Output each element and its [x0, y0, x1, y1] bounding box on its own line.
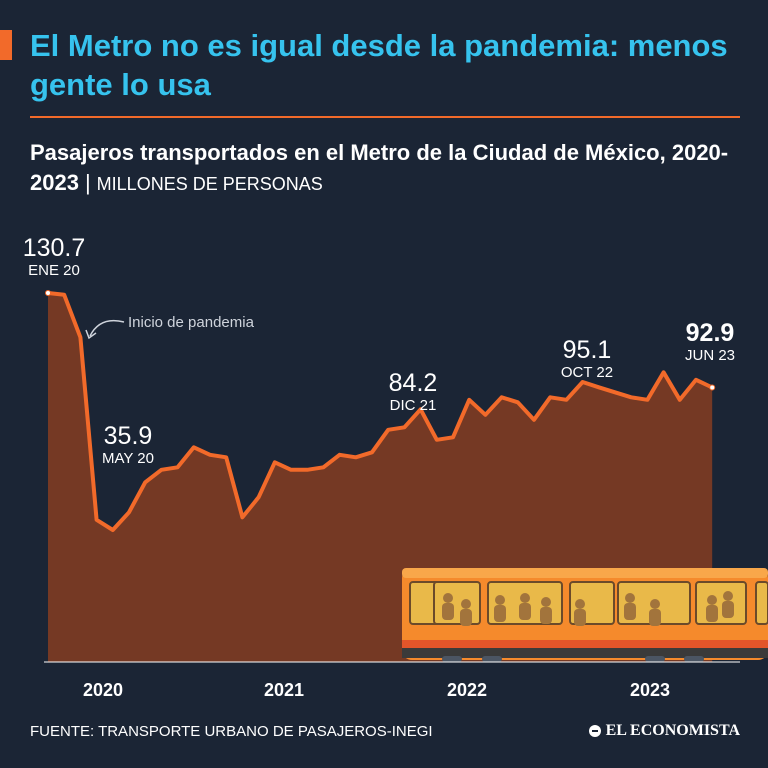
passenger-icon	[650, 599, 660, 609]
annotation-date: ENE 20	[28, 262, 80, 279]
passenger-icon	[625, 593, 635, 603]
x-tick-label: 2023	[630, 680, 670, 700]
annotation-value: 35.9	[104, 422, 153, 450]
train-roof	[402, 568, 768, 578]
passenger-icon	[443, 593, 453, 603]
train-window	[755, 581, 768, 625]
x-tick-label: 2020	[83, 680, 123, 700]
annotation-date: JUN 23	[685, 347, 735, 364]
annotation-date: OCT 22	[561, 364, 613, 381]
passenger-icon	[574, 609, 586, 626]
train-stripe	[402, 640, 768, 648]
annotation-value: 84.2	[389, 369, 438, 397]
logo-icon	[588, 725, 601, 737]
train-wheel	[645, 656, 665, 662]
chart-subtitle: Pasajeros transportados en el Metro de l…	[30, 138, 750, 199]
callout-label: Inicio de pandemia	[128, 314, 255, 331]
subtitle-text: Pasajeros transportados en el Metro de l…	[30, 140, 729, 195]
passenger-icon	[649, 609, 661, 626]
train-window	[695, 581, 747, 625]
passenger-icon	[495, 595, 505, 605]
x-tick-label: 2021	[264, 680, 304, 700]
train-window	[433, 581, 481, 625]
chart-title: El Metro no es igual desde la pandemia: …	[30, 28, 728, 102]
train-underframe	[402, 648, 768, 658]
title-accent-bar	[0, 30, 12, 60]
train-wheel	[684, 656, 704, 662]
passenger-icon	[723, 591, 733, 601]
passenger-icon	[624, 603, 636, 620]
annotation-date: DIC 21	[390, 397, 437, 414]
title-divider	[30, 116, 740, 118]
publisher-logo: EL ECONOMISTA	[588, 722, 740, 740]
endpoint-marker	[709, 384, 716, 391]
x-tick-label: 2022	[447, 680, 487, 700]
passenger-icon	[706, 605, 718, 622]
annotation-value: 130.7	[23, 234, 86, 262]
logo-text: EL ECONOMISTA	[605, 722, 740, 739]
passenger-icon	[460, 609, 472, 626]
passenger-icon	[575, 599, 585, 609]
metro-train-icon	[402, 568, 768, 662]
subtitle-separator: |	[84, 170, 91, 195]
source-note: FUENTE: TRANSPORTE URBANO DE PASAJEROS-I…	[30, 723, 433, 740]
passenger-icon	[707, 595, 717, 605]
passenger-icon	[442, 603, 454, 620]
passenger-icon	[461, 599, 471, 609]
endpoint-marker	[45, 290, 51, 296]
series-line	[46, 291, 715, 532]
callout-arrowhead	[85, 329, 97, 340]
callout-arrow	[89, 319, 125, 337]
passenger-icon	[540, 607, 552, 624]
annotation-date: MAY 20	[102, 450, 154, 467]
unit-label: MILLONES DE PERSONAS	[96, 174, 323, 194]
passenger-icon	[541, 597, 551, 607]
passenger-icon	[519, 603, 531, 620]
train-wheel	[482, 656, 502, 662]
passenger-icon	[494, 605, 506, 622]
annotation-value: 95.1	[563, 336, 612, 364]
annotation-value: 92.9	[686, 319, 735, 347]
train-wheel	[442, 656, 462, 662]
passenger-icon	[722, 601, 734, 618]
passenger-icon	[520, 593, 530, 603]
